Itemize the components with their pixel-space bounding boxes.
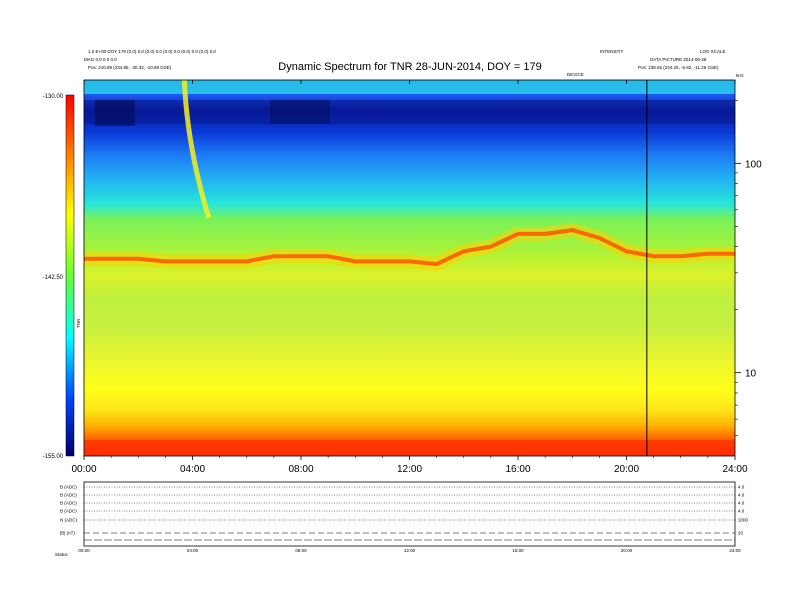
- dark-patch-1: [95, 100, 135, 126]
- chart-title: Dynamic Spectrum for TNR 28-JUN-2014, DO…: [278, 61, 541, 73]
- x-tick-label: 08:00: [288, 464, 313, 475]
- x-tick-label: 24:00: [722, 464, 747, 475]
- dark-patch-2: [270, 100, 330, 124]
- lower-row-label: N (ADC): [60, 518, 77, 523]
- lower-row-label: B (ADC): [60, 493, 77, 498]
- lower-row-scale: 4.0: [738, 509, 745, 514]
- header-left-line3: Pos: 210.89 (234.85, -30.32, -10.89 GSE): [88, 65, 172, 70]
- dark-blue-band: [84, 100, 735, 124]
- type-iii-burst-layer: [181, 80, 212, 219]
- colorbar: [65, 94, 75, 457]
- lower-row-label: B (ADC): [60, 509, 77, 514]
- lower-row-scale: 20: [738, 531, 744, 536]
- spectrogram-plot: [84, 80, 735, 456]
- lower-row-scale: 4.0: [738, 493, 745, 498]
- colorbar-mid-label: -142.50: [43, 275, 64, 281]
- header-right-line3: DATA PICTURE 2014-06-28: [650, 57, 707, 62]
- lower-row-label: B (ADC): [60, 501, 77, 506]
- plasma-line: [84, 228, 735, 267]
- lower-x-tick-label: 04:00: [187, 548, 199, 553]
- x-tick-label: 04:00: [180, 464, 205, 475]
- header-right-line4: Pos: 238.65 (234.25, -6.82, -11.25 GSE): [638, 65, 719, 70]
- x-axis: 00:00 04:00 08:00 12:00 16:00 20:00 24:00: [71, 80, 748, 475]
- y-tick-label: 10: [745, 369, 757, 380]
- header-left-line1: 1.0 E+00 DOY 179 (0.0) 0.0 (0.0) 0.0 (0.…: [88, 49, 216, 54]
- header-right-line1: INTENSITY: [600, 49, 624, 54]
- colorbar-axis-label: TNR: [76, 318, 81, 328]
- header-right-corner: kHz: [736, 73, 744, 78]
- top-cyan-band: [84, 80, 735, 94]
- x-tick-label: 20:00: [614, 464, 639, 475]
- plasma-line-layer: [84, 222, 735, 272]
- y-axis: 10 100: [735, 99, 762, 437]
- lower-row-label: B (ADC): [60, 485, 77, 490]
- x-tick-label: 12:00: [397, 464, 422, 475]
- header-right-line2: LOG SCALE: [700, 49, 726, 54]
- lower-x-tick-label: 12:00: [404, 548, 416, 553]
- lower-row-scale: 1000: [738, 518, 749, 523]
- colorbar-bottom-label: -155.00: [43, 454, 64, 460]
- x-tick-label: 00:00: [71, 464, 96, 475]
- header-center-small: DEVICE: [567, 72, 584, 77]
- y-tick-label: 100: [745, 159, 762, 170]
- lower-panel-frame: [83, 481, 736, 547]
- colorbar-top-label: -130.00: [43, 94, 64, 100]
- x-tick-label: 16:00: [505, 464, 530, 475]
- lower-x-tick-label: 20:00: [621, 548, 633, 553]
- lower-data-panel: B (ADC) 4.0 B (ADC) 4.0 B (ADC) 4.0 B (ADC) 4.0…: [60, 481, 749, 553]
- lower-x-tick-label: 00:00: [78, 548, 90, 553]
- lower-x-tick-label: 16:00: [512, 548, 524, 553]
- lower-x-tick-label: 24:00: [729, 548, 741, 553]
- lower-row-label: |B| (nT): [60, 531, 75, 536]
- type-iii-burst: [181, 80, 212, 219]
- bottom-red-band: [84, 440, 735, 456]
- header-left-line2: MAG 0.0 0.0 0.0: [84, 57, 117, 62]
- lower-row-scale: 4.0: [738, 501, 745, 506]
- lower-row-scale: 4.0: [738, 485, 745, 490]
- status-label: Status: [55, 552, 69, 557]
- lower-x-tick-label: 08:00: [295, 548, 307, 553]
